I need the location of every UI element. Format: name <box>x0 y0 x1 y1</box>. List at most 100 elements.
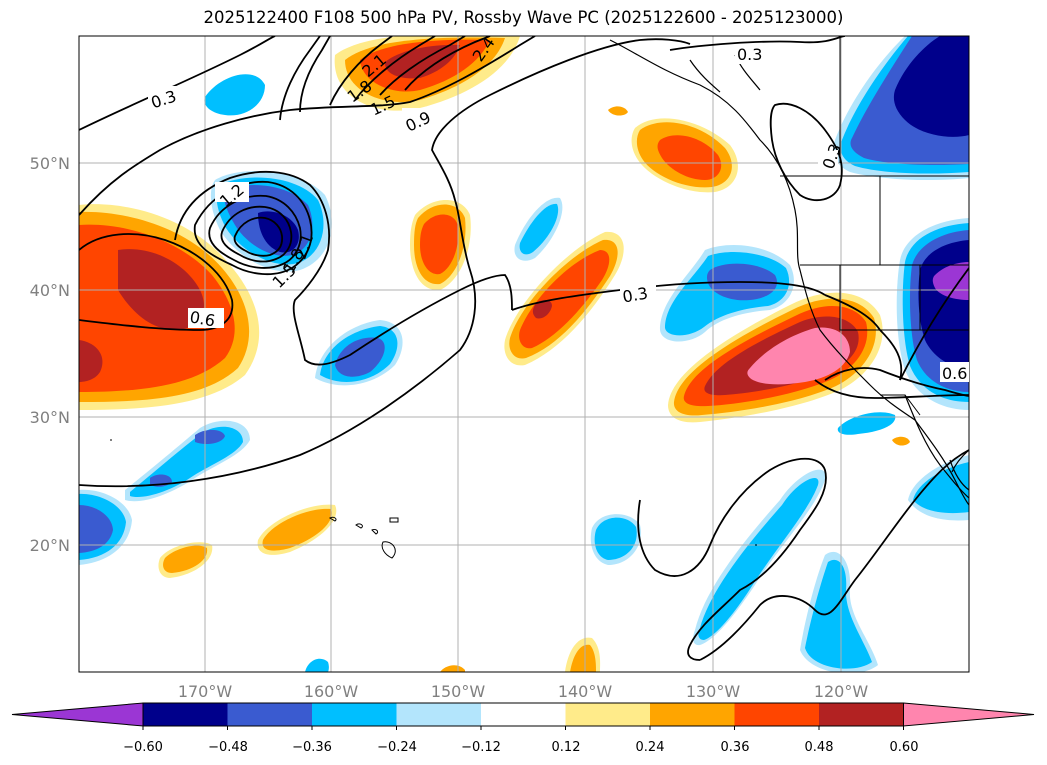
latitude-label: 40°N <box>30 281 70 300</box>
colorbar-extend-low <box>11 702 144 727</box>
colorbar-label: 0.36 <box>721 740 750 755</box>
pv-contour-line <box>699 449 969 661</box>
colorbar-label: −0.24 <box>377 740 417 755</box>
map-frame <box>78 35 970 673</box>
colorbar-label: −0.12 <box>461 740 501 755</box>
longitude-label: 150°W <box>431 682 486 701</box>
political-borders <box>780 36 969 416</box>
contour-labels: 0.3 0.3 0.3 0.3 0.6 0.6 0.9 1.2 1.5 1.8 … <box>148 33 969 383</box>
colorbar-segment <box>481 703 566 726</box>
colorbar-segment <box>396 703 482 726</box>
latitude-label: 20°N <box>30 536 70 555</box>
pv-contours <box>79 36 969 661</box>
pv-contour-line <box>637 457 827 661</box>
colorbar-label: 0.12 <box>552 740 581 755</box>
longitude-label: 140°W <box>558 682 613 701</box>
negative-anomaly-region <box>913 462 969 514</box>
negative-anomaly-region <box>519 203 559 255</box>
pv-contour-line <box>220 205 293 263</box>
positive-anomaly-region <box>532 299 552 319</box>
colorbar-frame <box>142 702 904 727</box>
colorbar-label: 0.48 <box>805 740 834 755</box>
longitude-label: 170°W <box>178 682 233 701</box>
colorbar-label: 0.24 <box>636 740 665 755</box>
contour-label: 0.6 <box>188 307 216 330</box>
pv-contour-line <box>208 194 302 269</box>
colorbar-segment <box>734 703 820 726</box>
negative-anomaly-region <box>79 505 113 553</box>
negative-anomaly-region <box>698 477 819 640</box>
negative-anomaly-region <box>805 559 872 669</box>
colorbar-label: −0.60 <box>123 740 163 755</box>
pv-contour-line <box>279 36 321 121</box>
negative-anomaly-region <box>204 74 265 116</box>
pv-contour-line <box>824 294 903 381</box>
pv-contour-line <box>769 102 843 202</box>
pv-contour-line <box>193 181 313 276</box>
colorbar-segment <box>650 703 735 726</box>
pv-contour-line <box>669 36 846 51</box>
colorbar-labels: −0.60 −0.48 −0.36 −0.24 −0.12 0.12 0.24 … <box>123 740 918 755</box>
map-gridlines <box>79 36 969 672</box>
positive-anomaly-region <box>608 106 628 116</box>
negative-anomaly-region <box>130 426 243 498</box>
latitude-label: 50°N <box>30 154 70 173</box>
colorbar-segment <box>565 703 651 726</box>
pv-contour-line <box>299 36 331 113</box>
pv-contour-line <box>354 36 436 101</box>
latitude-label: 30°N <box>30 408 70 427</box>
positive-anomaly-region <box>747 327 850 385</box>
colorbar-label: −0.36 <box>292 740 332 755</box>
negative-anomaly-region <box>195 429 225 444</box>
pv-contour-line <box>824 367 969 397</box>
pv-contour-line <box>814 379 969 399</box>
pv-contour-line <box>404 36 491 91</box>
colorbar-extend-high <box>903 702 1035 727</box>
pv-contour-line <box>511 281 826 311</box>
contour-label: 0.3 <box>621 283 649 306</box>
pv-contour-line <box>233 216 283 257</box>
colorbar <box>11 702 1035 730</box>
positive-anomaly-region <box>384 44 460 79</box>
colorbar-segment <box>143 703 228 726</box>
pv-contour-line <box>174 170 513 366</box>
negative-anomaly-region <box>893 36 969 137</box>
latitude-labels: 50°N 40°N 30°N 20°N <box>30 154 70 555</box>
pv-contour-line <box>329 36 393 106</box>
map-title: 2025122400 F108 500 hPa PV, Rossby Wave … <box>203 8 844 27</box>
islands <box>110 439 757 559</box>
positive-anomaly-region <box>892 436 910 446</box>
pv-contour-line <box>79 38 691 488</box>
longitude-label: 130°W <box>686 682 741 701</box>
negative-anomaly-region <box>837 412 896 435</box>
longitude-label: 160°W <box>304 682 359 701</box>
positive-anomaly-region <box>570 644 596 672</box>
negative-anomaly-region <box>305 658 329 672</box>
negative-anomaly-region <box>594 517 637 560</box>
pv-contour-line <box>79 36 276 131</box>
positive-anomaly-region <box>440 665 465 672</box>
pv-contour-line <box>899 267 969 381</box>
contour-label: 0.6 <box>942 364 967 383</box>
positive-anomaly-region <box>657 135 722 180</box>
colorbar-label: −0.48 <box>208 740 248 755</box>
colorbar-segment <box>819 703 904 726</box>
pv-contour-line <box>79 233 234 331</box>
positive-anomaly-region <box>163 545 208 573</box>
positive-anomaly-region <box>519 250 610 349</box>
negative-anomaly-region <box>335 337 385 377</box>
contour-label: 0.3 <box>737 45 762 64</box>
pv-contour-line <box>379 36 466 96</box>
longitude-labels: 170°W 160°W 150°W 140°W 130°W 120°W <box>178 682 869 701</box>
coastlines <box>609 39 969 506</box>
shaded-anomaly-field <box>79 36 969 672</box>
colorbar-label: 0.60 <box>890 740 919 755</box>
pv-contour-line <box>79 36 536 216</box>
positive-anomaly-region <box>420 214 459 275</box>
positive-anomaly-region <box>262 508 332 551</box>
positive-anomaly-region <box>79 340 103 382</box>
longitude-label: 120°W <box>814 682 869 701</box>
colorbar-segment <box>227 703 313 726</box>
colorbar-segment <box>312 703 397 726</box>
